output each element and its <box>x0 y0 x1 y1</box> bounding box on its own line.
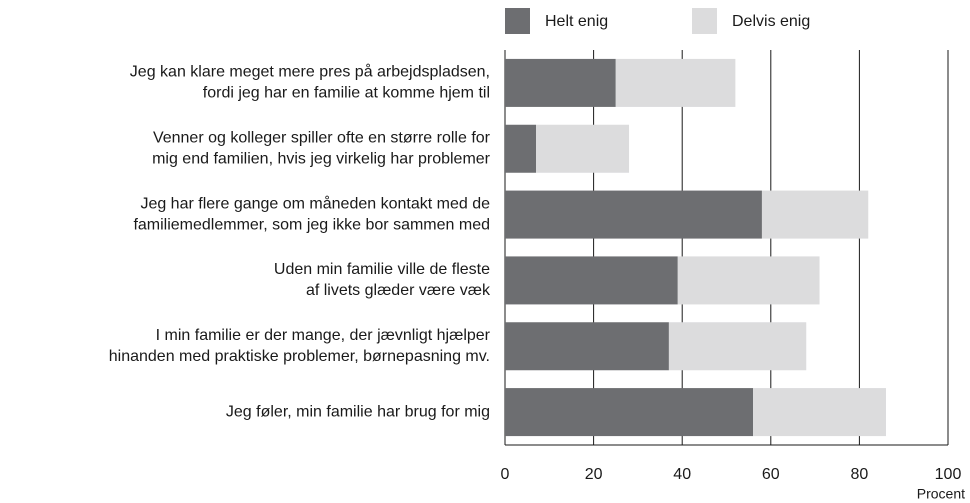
bar <box>536 124 630 173</box>
x-tick-label: 100 <box>935 466 962 483</box>
y-tick-label: familiemedlemmer, som jeg ikke bor samme… <box>133 216 490 233</box>
legend-swatch <box>692 8 717 34</box>
bar <box>505 322 669 371</box>
bar <box>505 58 616 107</box>
y-tick-label: af livets glæder være væk <box>306 282 491 299</box>
bar <box>753 388 886 437</box>
y-tick-label: mig end familien, hvis jeg virkelig har … <box>152 150 491 167</box>
y-tick-label: Uden min familie ville de fleste <box>274 261 490 278</box>
bar <box>615 58 736 107</box>
bar <box>668 322 807 371</box>
bar <box>677 256 820 305</box>
bar <box>505 124 537 173</box>
x-tick-label: 40 <box>673 466 691 483</box>
bar <box>761 190 869 239</box>
x-tick-label: 0 <box>501 466 510 483</box>
legend-swatch <box>505 8 530 34</box>
bar <box>505 388 754 437</box>
y-tick-label: fordi jeg har en familie at komme hjem t… <box>203 85 490 102</box>
bar <box>505 190 762 239</box>
y-tick-label: I min familie er der mange, der jævnligt… <box>156 327 491 344</box>
x-tick-label: 20 <box>585 466 603 483</box>
y-tick-label: Jeg har flere gange om måneden kontakt m… <box>140 194 490 212</box>
x-tick-label: 60 <box>762 466 780 483</box>
y-tick-label: hinanden med praktiske problemer, børnep… <box>109 348 490 365</box>
legend-label: Delvis enig <box>732 13 810 30</box>
legend-label: Helt enig <box>545 13 608 30</box>
bar <box>505 256 678 305</box>
y-tick-label: Jeg kan klare meget mere pres på arbejds… <box>130 63 490 81</box>
y-tick-label: Venner og kolleger spiller ofte en størr… <box>153 129 491 146</box>
x-tick-label: 80 <box>851 466 869 483</box>
x-axis-label: Procent <box>917 486 965 502</box>
y-tick-label: Jeg føler, min familie har brug for mig <box>226 403 490 420</box>
